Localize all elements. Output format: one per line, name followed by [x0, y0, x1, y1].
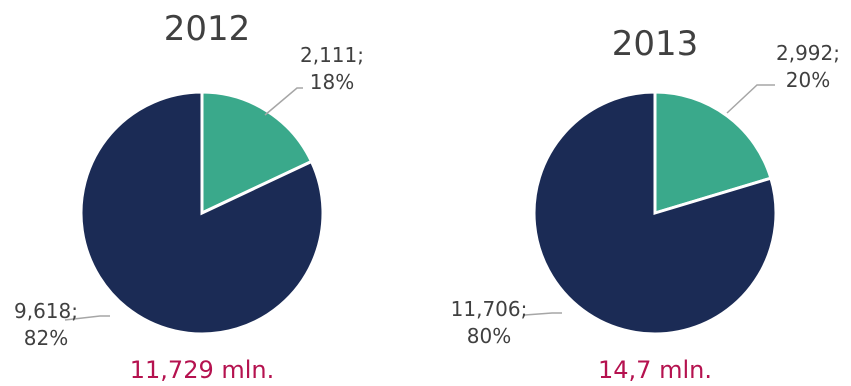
pie-2012-label-green-value: 2,111; — [300, 43, 364, 67]
pie-2013-slice-dark — [532, 90, 778, 336]
pie-2012-slice-green — [200, 90, 314, 216]
pie-2013-label-green-value: 2,992; — [776, 41, 840, 65]
pie-2013-label-dark-percent: 80% — [467, 324, 511, 348]
pie-2012-leader-dark — [64, 315, 110, 321]
pie-2012-slice-dark — [79, 90, 325, 336]
pie-2013-leader-dark — [524, 312, 562, 316]
pie-2012-label-dark-percent: 82% — [24, 326, 68, 350]
pie-2013-slice-green — [653, 90, 773, 216]
pie-2012-total: 11,729 mln. — [130, 356, 275, 384]
pie-2013-leader-green — [726, 84, 775, 114]
pie-2012-leader-green — [264, 87, 303, 116]
pie-2013-total: 14,7 mln. — [598, 356, 712, 384]
pie-2012-label-green-percent: 18% — [310, 70, 354, 94]
pie-chart-2013: 2013 2,992; 20% 11,706; 80% 14,7 mln. — [451, 24, 840, 384]
pie-title-2013: 2013 — [612, 24, 699, 64]
pie-2013-label-dark-value: 11,706; — [451, 297, 528, 321]
pie-2013-label-green-percent: 20% — [786, 68, 830, 92]
pie-2012-label-dark-value: 9,618; — [14, 299, 78, 323]
pie-title-2012: 2012 — [164, 9, 251, 49]
pie-chart-2012: 2012 2,111; 18% 9,618; 82% 11,729 mln. — [14, 9, 364, 384]
